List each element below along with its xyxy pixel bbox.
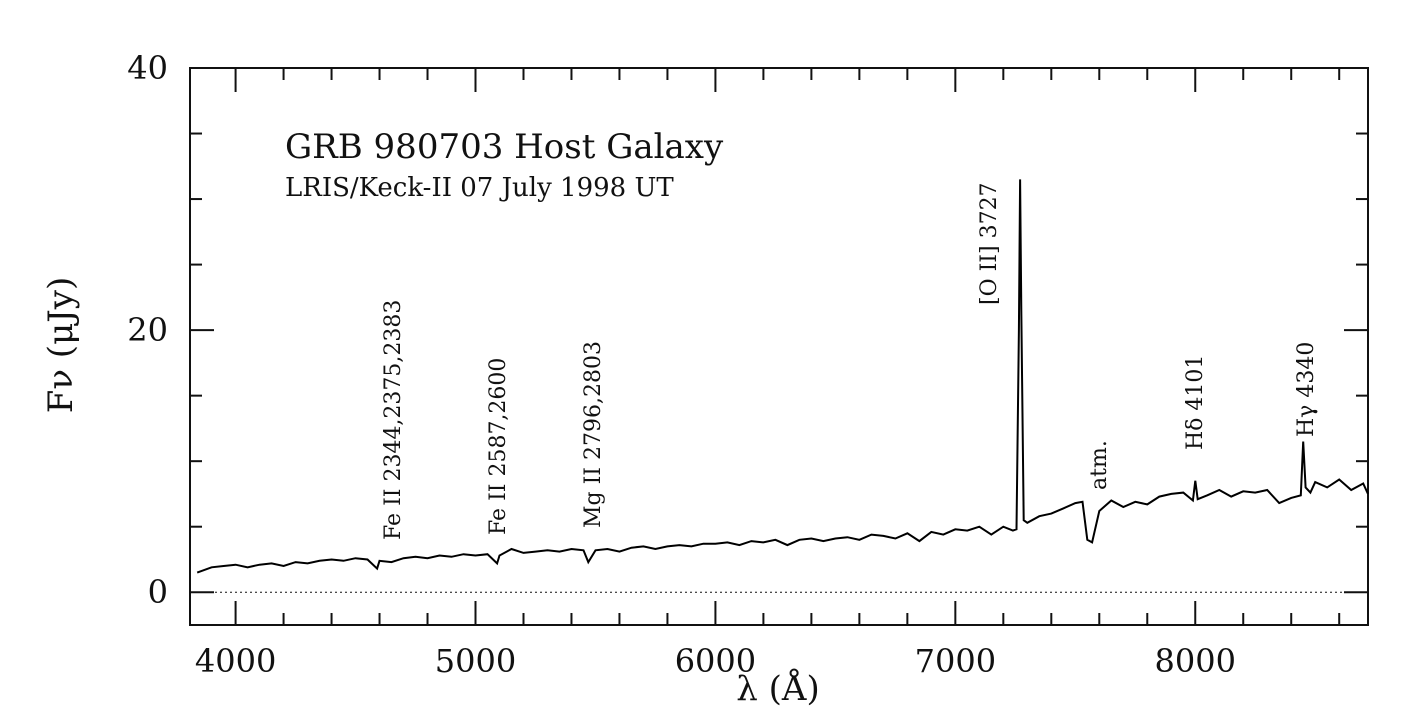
x-tick-label: 4000 [195, 642, 276, 680]
spectrum-line [196, 179, 1369, 574]
chart-subtitle: LRIS/Keck-II 07 July 1998 UT [285, 173, 674, 203]
line-annotation: Fe II 2344,2375,2383 [381, 300, 406, 540]
line-annotation: atm. [1087, 440, 1112, 490]
x-tick-label: 7000 [915, 642, 996, 680]
y-axis-label: Fν (μJy) [41, 277, 81, 414]
y-tick-label: 40 [127, 49, 168, 87]
x-tick-label: 5000 [435, 642, 516, 680]
line-annotation: Fe II 2587,2600 [486, 358, 511, 535]
x-tick-label: 8000 [1155, 642, 1236, 680]
line-annotation: Hδ 4101 [1183, 355, 1208, 450]
x-axis-label: λ (Å) [736, 668, 819, 709]
chart-title: GRB 980703 Host Galaxy [285, 127, 724, 167]
line-annotation: Hγ 4340 [1294, 342, 1319, 437]
y-tick-label: 20 [127, 311, 168, 349]
line-annotation: [O II] 3727 [977, 182, 1002, 305]
plot-frame [189, 67, 1369, 626]
line-annotation: Mg II 2796,2803 [581, 341, 606, 528]
x-tick-label: 6000 [675, 642, 756, 680]
y-tick-label: 0 [148, 573, 168, 611]
